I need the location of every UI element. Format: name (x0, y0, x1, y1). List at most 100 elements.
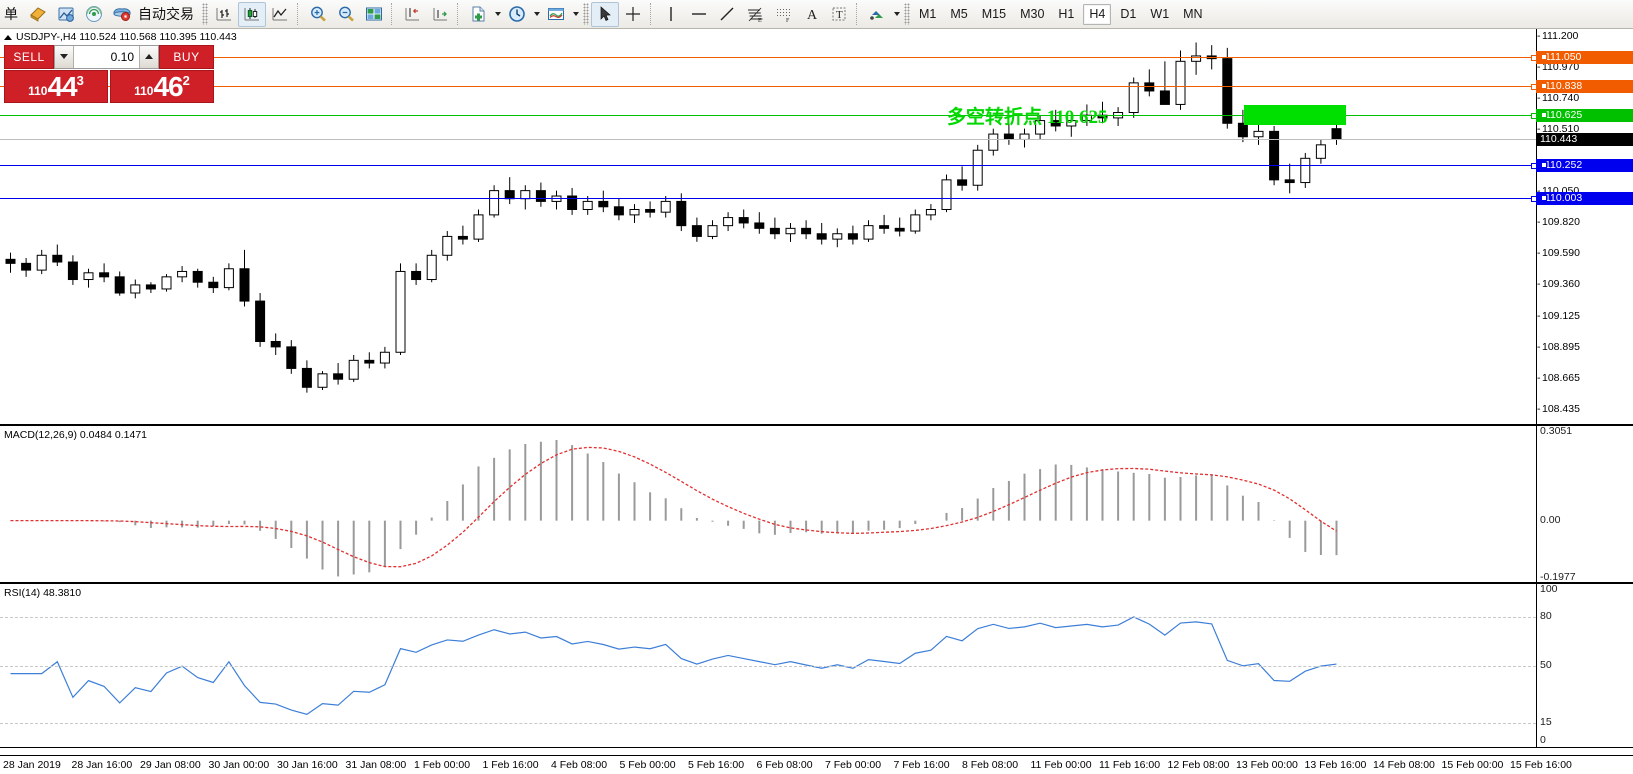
price-tag-resistance-upper[interactable]: 111.050 (1536, 51, 1633, 65)
indicators-icon[interactable] (542, 2, 570, 27)
collapse-arrow-icon[interactable] (4, 34, 12, 40)
price-axis-tick-label: 108.435 (1542, 402, 1580, 415)
price-axis-tick-label: 109.360 (1542, 277, 1580, 290)
price-axis[interactable]: -111.200 -110.970 -110.740 -110.510 -110.050… (1536, 29, 1633, 424)
horizontal-line-icon[interactable] (685, 2, 713, 27)
volume-input[interactable]: 0.10 (74, 46, 139, 68)
chart-window[interactable]: 多空转折点 110.625 -111.200-110.970-110.740-1… (0, 29, 1633, 774)
macd-axis[interactable]: 0.3051 0.00 -0.1977 (1536, 426, 1633, 583)
time-axis-label: 4 Feb 08:00 (551, 759, 608, 771)
price-line-support-upper[interactable] (0, 162, 1536, 169)
indicators-dropdown-caret[interactable] (570, 2, 581, 27)
arrows-icon[interactable] (863, 2, 891, 27)
period-dropdown-caret[interactable] (531, 2, 542, 27)
price-line-resistance-upper[interactable] (0, 55, 1536, 62)
timeframe-d1[interactable]: D1 (1120, 7, 1137, 21)
new-chart-dropdown-caret[interactable] (492, 2, 503, 27)
history-icon[interactable] (52, 2, 80, 27)
buy-price-display[interactable]: 110 46 2 (110, 69, 214, 103)
price-line-last-price[interactable] (0, 139, 1536, 141)
text-label-icon[interactable]: A (797, 2, 825, 27)
toolbar-grip-1[interactable] (202, 3, 208, 25)
timeframe-w1[interactable]: W1 (1150, 7, 1170, 21)
sell-button[interactable]: SELL (4, 45, 54, 69)
autotrade-label[interactable]: 自动交易 (138, 6, 194, 22)
price-tag-handle[interactable] (1541, 82, 1547, 89)
price-tag-handle[interactable] (1541, 54, 1547, 61)
line-chart-icon[interactable] (266, 2, 294, 27)
signal-icon[interactable] (80, 2, 108, 27)
price-tag-value: 111.050 (1545, 51, 1582, 64)
bar-chart-icon[interactable] (210, 2, 238, 27)
timeframe-h4[interactable]: H4 (1083, 3, 1112, 25)
new-chart-icon[interactable] (464, 2, 492, 27)
autotrade-icon[interactable] (108, 2, 136, 27)
macd-pane-title: MACD(12,26,9) 0.0484 0.1471 (4, 429, 148, 441)
price-tag-handle[interactable] (1541, 111, 1547, 118)
macd-axis-tick: -0.1977 (1540, 571, 1576, 583)
price-axis-tick-label: 110.050 (1542, 184, 1580, 197)
price-line-handle[interactable] (1531, 196, 1536, 203)
order-icon[interactable] (24, 2, 52, 27)
price-tag-handle[interactable] (1541, 161, 1547, 168)
pivot-annotation-label[interactable]: 多空转折点 110.625 (947, 106, 1108, 128)
buy-button[interactable]: BUY (159, 45, 214, 69)
price-tag-support-upper[interactable]: 110.252 (1536, 158, 1633, 172)
arrows-dropdown-caret[interactable] (891, 2, 902, 27)
price-tag-last-price[interactable]: 110.443 (1536, 133, 1633, 147)
zoom-in-icon[interactable] (304, 2, 332, 27)
vertical-line-icon[interactable] (657, 2, 685, 27)
crosshair-icon[interactable] (619, 2, 647, 27)
toolbar-separator-2 (391, 3, 395, 25)
toolbar-grip-3[interactable] (904, 3, 910, 25)
price-pane[interactable]: 多空转折点 110.625 -111.200-110.970-110.740-1… (0, 29, 1633, 425)
price-tag-resistance-lower[interactable]: 110.838 (1536, 79, 1633, 93)
timeframe-m5[interactable]: M5 (950, 7, 968, 21)
macd-plot-area[interactable] (0, 426, 1536, 582)
toolbar-grip-2[interactable] (583, 3, 589, 25)
auto-scroll-icon[interactable] (426, 2, 454, 27)
timeframe-m1[interactable]: M1 (919, 7, 937, 21)
price-tag-handle[interactable] (1541, 195, 1547, 202)
timeframe-mn[interactable]: MN (1183, 7, 1203, 21)
fibonacci-icon[interactable]: E (741, 2, 769, 27)
volume-increase-button[interactable] (139, 46, 158, 68)
period-icon[interactable] (503, 2, 531, 27)
chart-shift-icon[interactable] (398, 2, 426, 27)
text-box-icon[interactable]: T (825, 2, 853, 27)
price-line-resistance-lower[interactable] (0, 83, 1536, 90)
volume-stepper[interactable]: 0.10 (54, 45, 159, 69)
price-line-support-lower[interactable] (0, 196, 1536, 203)
time-axis-label: 15 Feb 16:00 (1510, 759, 1572, 771)
svg-text:F: F (786, 18, 790, 24)
rsi-axis[interactable]: 100 80 50 15 0 (1536, 584, 1633, 747)
price-line-pivot-line[interactable] (0, 112, 1536, 119)
rsi-level-line-80 (0, 616, 1536, 618)
macd-pane[interactable]: MACD(12,26,9) 0.0484 0.1471 0.3051 0.00 -0… (0, 425, 1633, 583)
zoom-out-icon[interactable] (332, 2, 360, 27)
trendline-icon[interactable] (713, 2, 741, 27)
timeframe-h1[interactable]: H1 (1058, 7, 1075, 21)
cursor-icon[interactable] (591, 1, 619, 27)
sell-price-display[interactable]: 110 44 3 (4, 69, 108, 103)
time-axis[interactable]: 28 Jan 2019 28 Jan 16:00 29 Jan 08:00 30 Ja… (0, 755, 1633, 774)
price-line-handle[interactable] (1531, 112, 1536, 119)
timeframe-m30[interactable]: M30 (1020, 7, 1045, 21)
price-line-handle[interactable] (1531, 55, 1536, 62)
tile-windows-icon[interactable] (360, 2, 388, 27)
rsi-plot-area[interactable] (0, 584, 1536, 747)
price-tag-support-lower[interactable]: 110.003 (1536, 192, 1633, 206)
price-plot-area[interactable]: 多空转折点 110.625 (0, 29, 1536, 424)
pivot-highlight-rectangle[interactable] (1244, 104, 1346, 125)
price-line-handle[interactable] (1531, 162, 1536, 169)
one-click-trading-panel[interactable]: SELL 0.10 BUY 110 44 3 110 46 2 (4, 45, 214, 103)
timeframe-m15[interactable]: M15 (981, 7, 1007, 21)
price-tag-pivot-line[interactable]: 110.625 (1536, 108, 1633, 122)
volume-decrease-button[interactable] (55, 46, 74, 68)
price-line-handle[interactable] (1531, 83, 1536, 90)
equidistant-channel-icon[interactable]: F (769, 2, 797, 27)
symbol-info-line: USDJPY-,H4 110.524 110.568 110.395 110.4… (4, 31, 237, 43)
candlestick-icon[interactable] (238, 1, 266, 27)
price-axis-tick: -109.360 (1537, 277, 1580, 290)
rsi-pane[interactable]: RSI(14) 48.3810 100 80 50 15 0 (0, 583, 1633, 748)
